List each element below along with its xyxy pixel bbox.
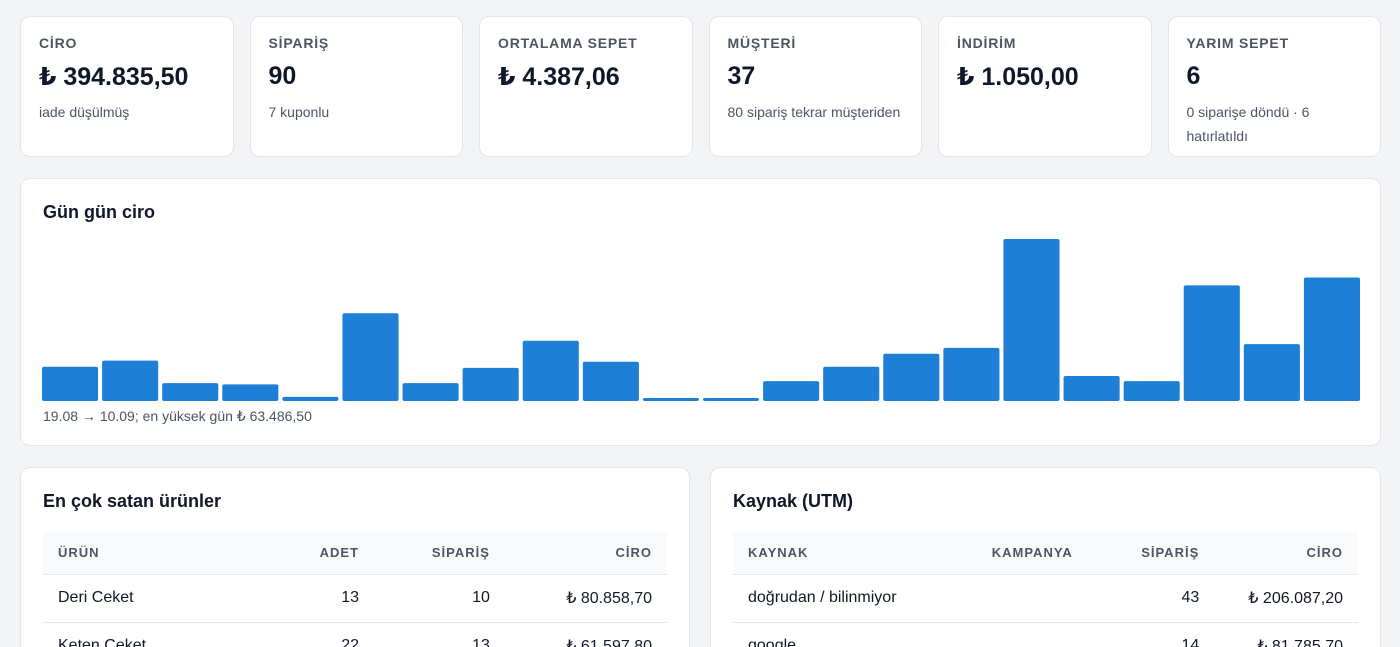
revenue-bar [102,360,159,401]
table-row: google 14 ₺ 81.785,70 [733,622,1358,647]
kpi-card-revenue: CİRO ₺ 394.835,50 iade düşülmüş [20,16,234,157]
table-row: doğrudan / bilinmiyor 43 ₺ 206.087,20 [733,574,1358,623]
table-header-row: ÜRÜN ADET SİPARİŞ CİRO [43,532,667,575]
kpi-card-customers: MÜŞTERİ 37 80 sipariş tekrar müşteriden [708,16,922,157]
utm-source: doğrudan / bilinmiyor [733,574,977,623]
column-header-product: ÜRÜN [43,532,305,575]
utm-orders: 14 [1114,622,1215,647]
revenue-bar [402,383,459,401]
revenue-bar [222,384,279,401]
kpi-card-average-basket: ORTALAMA SEPET ₺ 4.387,06 [479,16,693,157]
column-header-source: KAYNAK [733,532,977,575]
table-row: Deri Ceket 13 10 ₺ 80.858,70 [43,574,667,623]
revenue-bar [642,397,699,401]
kpi-value: 90 [268,62,297,90]
revenue-bar [462,367,519,401]
column-header-revenue: CİRO [1214,532,1358,575]
daily-revenue-panel: Gün gün ciro 19.08 → 10.09; en yüksek gü… [20,178,1381,446]
kpi-cards: CİRO ₺ 394.835,50 iade düşülmüş SİPARİŞ … [20,16,1381,157]
utm-campaign [976,574,1115,623]
revenue-bar [522,340,579,401]
revenue-bar [1183,285,1240,401]
kpi-value: 6 [1186,62,1201,90]
chart-title: Gün gün ciro [43,202,155,222]
product-revenue: ₺ 61.597,80 [504,622,667,647]
column-header-revenue: CİRO [504,532,667,575]
column-header-quantity: ADET [304,532,374,575]
products-table: ÜRÜN ADET SİPARİŞ CİRO Deri Ceket 13 10 … [43,532,667,647]
top-products-panel: En çok satan ürünler ÜRÜN ADET SİPARİŞ C… [20,467,690,647]
kpi-subtext: iade düşülmüş [39,104,130,120]
kpi-label: SİPARİŞ [268,35,330,51]
revenue-bar [1303,277,1360,401]
kpi-card-abandoned-cart: YARIM SEPET 6 0 siparişe döndü · 6 hatır… [1167,16,1381,157]
product-quantity: 13 [304,574,374,623]
product-name: Keten Ceket [43,622,305,647]
table-header-row: KAYNAK KAMPANYA SİPARİŞ CİRO [733,532,1358,575]
kpi-label: MÜŞTERİ [727,35,797,51]
product-orders: 10 [373,574,505,623]
kpi-card-discount: İNDİRİM ₺ 1.050,00 [938,16,1152,157]
kpi-value: ₺ 394.835,50 [39,63,189,91]
revenue-bar [162,383,219,401]
revenue-bar [943,347,1000,401]
revenue-bar [883,353,940,401]
revenue-bar [282,396,339,401]
products-title: En çok satan ürünler [43,491,222,511]
kpi-label: YARIM SEPET [1186,35,1289,51]
kpi-subtext: 7 kuponlu [268,104,330,120]
revenue-bar [1063,375,1120,401]
product-revenue: ₺ 80.858,70 [504,574,667,623]
utm-orders: 43 [1114,574,1215,623]
kpi-subtext: 80 sipariş tekrar müşteriden [727,104,901,120]
column-header-orders: SİPARİŞ [373,532,505,575]
daily-revenue-chart [42,239,1360,401]
revenue-bar [823,366,880,401]
kpi-label: İNDİRİM [957,35,1017,51]
revenue-bar [763,381,820,401]
revenue-bar [703,397,760,401]
kpi-subtext: 0 siparişe döndü · 6 hatırlatıldı [1186,104,1310,144]
utm-title: Kaynak (UTM) [733,491,854,511]
kpi-value: ₺ 1.050,00 [957,63,1079,91]
revenue-bar [582,361,639,401]
utm-campaign [976,622,1115,647]
revenue-bar [1123,381,1180,401]
kpi-label: ORTALAMA SEPET [498,35,638,51]
revenue-bar [1243,344,1300,401]
column-header-orders: SİPARİŞ [1114,532,1215,575]
product-orders: 13 [373,622,505,647]
kpi-value: ₺ 4.387,06 [498,63,620,91]
utm-table: KAYNAK KAMPANYA SİPARİŞ CİRO doğrudan / … [733,532,1358,647]
utm-source: google [733,622,977,647]
utm-revenue: ₺ 81.785,70 [1214,622,1358,647]
product-name: Deri Ceket [43,574,305,623]
column-header-campaign: KAMPANYA [976,532,1115,575]
product-quantity: 22 [304,622,374,647]
utm-revenue: ₺ 206.087,20 [1214,574,1358,623]
table-row: Keten Ceket 22 13 ₺ 61.597,80 [43,622,667,647]
kpi-card-orders: SİPARİŞ 90 7 kuponlu [249,16,463,157]
chart-caption: 19.08 → 10.09; en yüksek gün ₺ 63.486,50 [43,408,312,424]
revenue-bar [1003,239,1060,401]
revenue-bar [342,313,399,401]
revenue-bar [42,366,99,401]
utm-source-panel: Kaynak (UTM) KAYNAK KAMPANYA SİPARİŞ CİR… [710,467,1381,647]
kpi-label: CİRO [39,35,78,51]
kpi-value: 37 [727,62,756,90]
